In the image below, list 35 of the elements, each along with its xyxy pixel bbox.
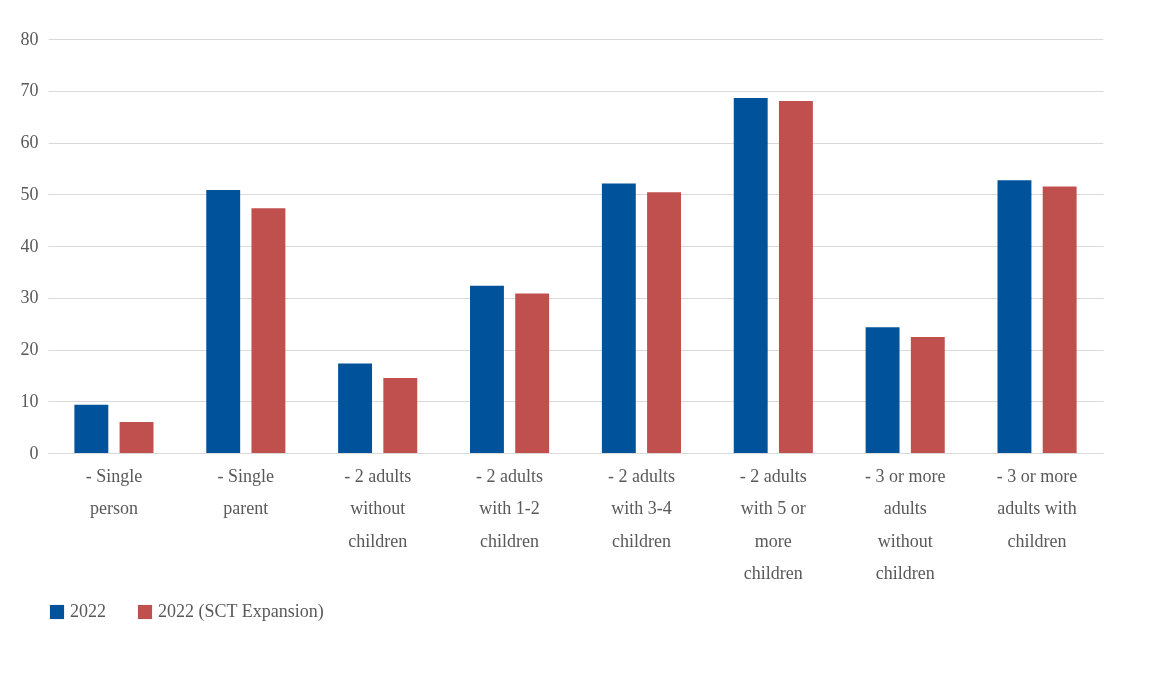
bar — [865, 327, 900, 453]
x-tick-label: - 3 or more adults with children — [996, 465, 1078, 551]
bar — [733, 98, 768, 453]
x-tick-label: - Single person — [85, 465, 143, 518]
y-tick-label: 10 — [20, 390, 39, 411]
bar — [997, 180, 1032, 453]
bar — [778, 101, 813, 453]
bar — [206, 190, 241, 453]
bar — [910, 337, 945, 453]
y-tick-label: 60 — [20, 132, 39, 152]
y-tick-label: 50 — [20, 183, 39, 204]
bar — [515, 293, 550, 453]
y-tick-label: 70 — [20, 80, 39, 101]
y-tick-label: 40 — [20, 235, 39, 256]
x-tick-label: - Single parent — [217, 465, 275, 518]
bar — [470, 285, 504, 453]
legend-label: 2022 (SCT Expansion) — [158, 601, 324, 622]
y-tick-label: 30 — [20, 287, 39, 308]
x-tick-label: - 2 adults with 3-4 children — [607, 465, 675, 551]
bar — [119, 421, 154, 453]
bar — [383, 377, 418, 453]
y-tick-label: 20 — [20, 339, 39, 359]
bar — [1042, 186, 1077, 453]
bar — [601, 183, 636, 453]
x-tick-label: - 2 adults with 5 or more children — [739, 465, 807, 583]
legend-label: 2022 — [70, 601, 106, 621]
bar — [338, 363, 373, 453]
bar — [74, 404, 109, 453]
y-tick-label: 0 — [29, 442, 39, 463]
bar — [251, 208, 286, 453]
x-tick-label: - 2 adults without children — [344, 465, 412, 551]
y-tick-label: 80 — [20, 28, 39, 49]
x-tick-label: - 3 or more adults without children — [864, 465, 946, 583]
x-tick-label: - 2 adults with 1-2 children — [476, 465, 544, 551]
bar — [647, 192, 681, 453]
